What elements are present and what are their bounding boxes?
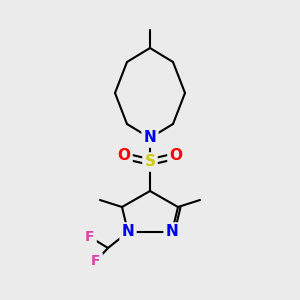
Text: N: N — [166, 224, 178, 239]
Text: F: F — [85, 230, 95, 244]
Text: S: S — [145, 154, 155, 169]
Text: F: F — [91, 254, 101, 268]
Text: N: N — [122, 224, 134, 239]
Text: O: O — [169, 148, 182, 164]
Text: O: O — [118, 148, 130, 164]
Text: N: N — [144, 130, 156, 146]
